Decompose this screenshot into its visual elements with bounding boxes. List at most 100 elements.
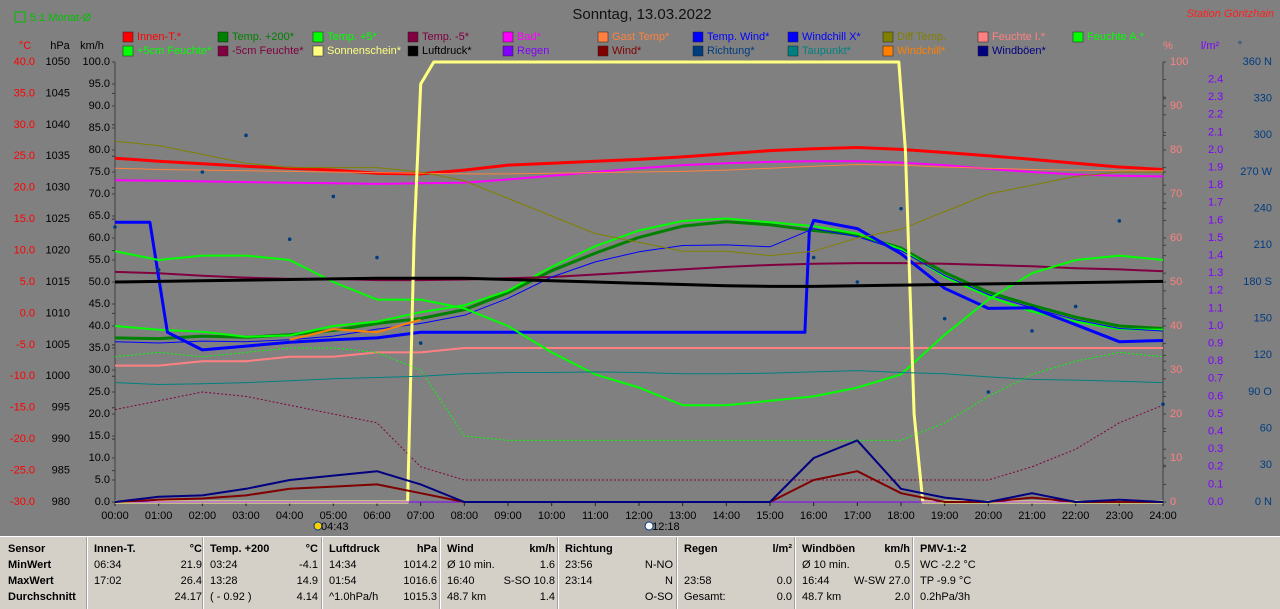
separator <box>86 537 88 609</box>
y-tick-label: 180 S <box>1243 276 1272 288</box>
legend-label: Diff Temp. <box>897 31 946 43</box>
cell-right: 0.5 <box>894 559 910 571</box>
legend-swatch <box>407 31 419 43</box>
y-tick-label: 120 <box>1254 349 1272 361</box>
separator <box>794 537 796 609</box>
panel-title: PMV-1:-2 <box>920 543 967 555</box>
y-tick-label: -25.0 <box>10 464 35 476</box>
data-dot <box>113 225 117 229</box>
cell-left: Ø 10 min. <box>447 559 495 571</box>
cell-left: 0.2hPa/3h <box>920 591 971 603</box>
cell-right: 24.17 <box>174 591 202 603</box>
y-tick-label: 1.8 <box>1208 179 1223 191</box>
y-tick-label: 80 <box>1170 144 1182 156</box>
legend-swatch <box>787 31 799 43</box>
y-tick-label: 2.0 <box>1208 144 1223 156</box>
x-tick-label: 00:00 <box>101 510 129 522</box>
cell-left: ( - 0.92 ) <box>210 591 252 603</box>
data-dot <box>811 255 816 260</box>
y-tick-label: 1000 <box>46 370 70 382</box>
legend-label: Windchill X* <box>802 31 861 43</box>
cell-right: 1015.3 <box>403 591 437 603</box>
series-line <box>289 318 421 341</box>
data-dot <box>156 267 161 272</box>
series-line <box>114 470 1163 503</box>
separator <box>912 537 914 609</box>
cell-left: 01:54 <box>329 575 357 587</box>
y-tick-label: 1.2 <box>1208 285 1223 297</box>
data-dot <box>375 255 379 260</box>
y-tick-label: -10.0 <box>10 370 35 382</box>
data-dot <box>1073 304 1078 309</box>
axis-unit: hPa <box>50 40 70 52</box>
y-tick-label: 1005 <box>46 339 70 351</box>
x-tick-label: 24:00 <box>1149 510 1177 522</box>
series-line <box>114 164 1163 175</box>
legend-label: Taupunkt* <box>802 45 852 57</box>
y-tick-label: 1050 <box>46 56 70 68</box>
x-tick-label: 03:00 <box>232 510 260 522</box>
x-tick-label: 19:00 <box>931 510 959 522</box>
cell-left: WC -2.2 °C <box>920 559 976 571</box>
cell-left: 03:24 <box>210 559 238 571</box>
legend-label: Feuchte I.* <box>992 31 1046 43</box>
chart-title: Sonntag, 13.03.2022 <box>572 6 711 23</box>
legend-swatch <box>407 45 419 57</box>
x-tick-label: 18:00 <box>887 510 915 522</box>
y-tick-label: 270 W <box>1240 166 1272 178</box>
series-line <box>115 218 1164 352</box>
panel-title: Richtung <box>565 543 613 555</box>
legend-swatch <box>882 45 894 57</box>
y-tick-label: 10 <box>1170 452 1182 464</box>
x-tick-label: 13:00 <box>669 510 697 522</box>
y-tick-label: 40.0 <box>89 320 110 332</box>
cell-left: 13:28 <box>210 575 238 587</box>
legend-swatch <box>882 31 894 43</box>
y-tick-label: 150 <box>1254 313 1272 325</box>
legend-label: Temp. +5* <box>327 31 378 43</box>
y-tick-label: 35.0 <box>89 342 110 354</box>
y-tick-label: 1040 <box>46 119 70 131</box>
average-marker <box>14 11 26 23</box>
y-tick-label: 0.1 <box>1208 478 1223 490</box>
y-tick-label: 10.0 <box>89 452 110 464</box>
y-tick-label: 0.3 <box>1208 443 1223 455</box>
y-tick-label: 0.4 <box>1208 426 1223 438</box>
legend-swatch <box>502 45 514 57</box>
annotation-label: 04:43 <box>321 521 349 533</box>
series-line <box>114 370 1164 385</box>
y-tick-label: 1030 <box>46 182 70 194</box>
cell-left: Ø 10 min. <box>802 559 850 571</box>
y-tick-label: 1.4 <box>1208 250 1223 262</box>
cell-right: 4.14 <box>296 591 318 603</box>
y-tick-label: 1035 <box>46 150 70 162</box>
separator <box>321 537 323 609</box>
cell-left: Gesamt: <box>684 591 726 603</box>
y-tick-label: 1015 <box>46 276 70 288</box>
cell-left: 48.7 km <box>802 591 842 603</box>
x-tick-label: 05:00 <box>320 510 348 522</box>
station-name: Station Göritzhain <box>1187 8 1274 20</box>
cell-right: 1.4 <box>539 591 555 603</box>
panel-unit: °C <box>305 543 318 555</box>
legend-label: Regen <box>517 45 549 57</box>
annotation-icon <box>644 521 654 531</box>
x-tick-label: 16:00 <box>800 510 828 522</box>
legend-swatch <box>122 45 134 57</box>
y-tick-label: 0.0 <box>95 496 110 508</box>
legend-swatch <box>312 45 324 57</box>
y-tick-label: 1020 <box>46 244 70 256</box>
x-tick-label: 17:00 <box>844 510 872 522</box>
series-line <box>114 262 1164 282</box>
y-tick-label: 1.5 <box>1208 232 1223 244</box>
x-tick-label: 11:00 <box>582 510 609 522</box>
cell-right: 1.6 <box>539 559 555 571</box>
data-dot <box>1117 219 1122 223</box>
legend-label: Temp. Wind* <box>707 31 770 43</box>
data-dot <box>200 170 205 174</box>
legend-swatch <box>502 31 514 43</box>
legend-label: Luftdruck* <box>422 45 472 57</box>
y-tick-label: 55.0 <box>89 254 110 266</box>
y-tick-label: 1.1 <box>1208 302 1223 314</box>
